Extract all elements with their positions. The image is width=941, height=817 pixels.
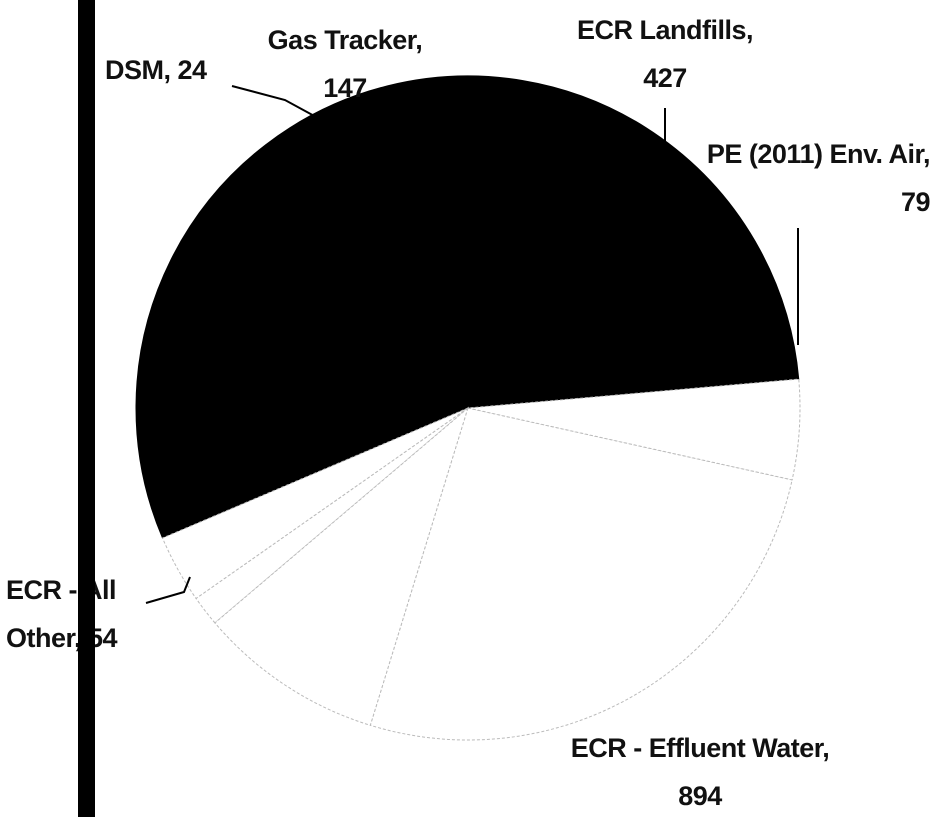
data-label: ECR Landfills, 427 — [576, 15, 754, 93]
data-label: Gas Tracker, 147 — [267, 25, 423, 103]
pie-slice — [467, 378, 801, 481]
data-label: DSM, 24 — [105, 55, 207, 85]
pie-slice — [214, 406, 469, 726]
pie-slice — [369, 407, 793, 741]
leader-line — [231, 85, 319, 119]
scan-edge — [78, 0, 95, 817]
pie-slice — [135, 75, 800, 539]
leader-line — [145, 576, 191, 604]
data-label: ECR - All Other, 54 — [6, 575, 118, 653]
data-label: ECR - Effluent Water, 894 — [570, 733, 830, 811]
data-label: PE (2011) Env. Air, 79 — [706, 139, 931, 217]
